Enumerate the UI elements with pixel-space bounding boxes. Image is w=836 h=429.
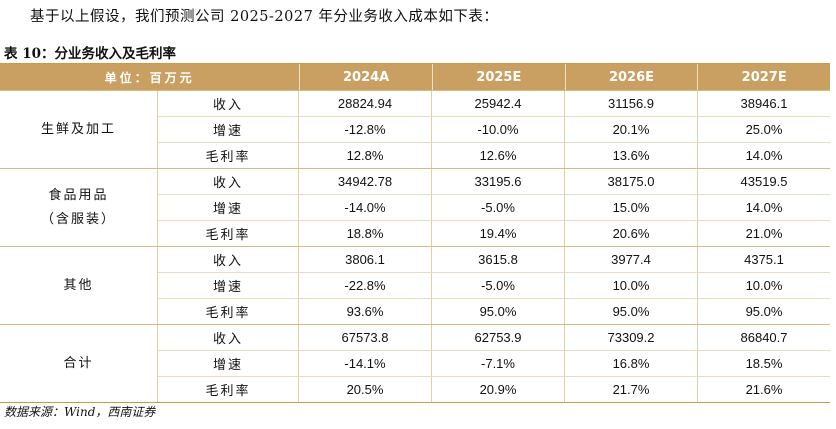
segment-name-line: （含服装） <box>40 211 116 227</box>
table-cell: 12.8% <box>299 143 432 168</box>
table-cell: -14.1% <box>299 351 432 376</box>
segment-name: 合计 <box>0 325 158 402</box>
metric-label: 增速 <box>158 195 299 220</box>
metric-label: 收入 <box>158 169 299 194</box>
table-cell: -12.8% <box>299 117 432 142</box>
table-cell: 18.5% <box>745 356 783 371</box>
unit-header: 单位：百万元 <box>0 64 301 90</box>
segment-name-line: 生鲜及加工 <box>40 121 116 137</box>
table-cell: 20.1% <box>565 117 698 142</box>
table-cell: 62753.9 <box>432 325 565 350</box>
table-cell: 43519.5 <box>740 174 788 189</box>
year-header: 2027E <box>741 69 787 85</box>
table-cell: 95.0% <box>745 304 783 319</box>
intro-text: 基于以上假设，我们预测公司 2025-2027 年分业务收入成本如下表： <box>30 9 499 25</box>
table-cell: 14.0% <box>745 200 783 215</box>
table-row: 增速 -12.8% -10.0% 20.1% 25.0% <box>158 116 830 142</box>
table-cell: 3977.4 <box>565 247 698 272</box>
table-cell: 10.0% <box>565 273 698 298</box>
year-header: 2025E <box>433 64 566 90</box>
table-cell: 21.7% <box>565 377 698 402</box>
segment-group: 其他 收入 3806.1 3615.8 3977.4 4375.1 增速 -22… <box>0 246 830 324</box>
table-row: 增速 -14.1% -7.1% 16.8% 18.5% <box>158 350 830 376</box>
metric-label: 增速 <box>158 273 299 298</box>
data-source-note: 数据来源：Wind，西南证券 <box>4 405 156 419</box>
metric-label: 毛利率 <box>158 299 299 324</box>
table-cell: 20.5% <box>299 377 432 402</box>
table-cell: 3806.1 <box>299 247 432 272</box>
table-cell: 28824.94 <box>299 91 432 116</box>
table-cell: -22.8% <box>299 273 432 298</box>
table-cell: -14.0% <box>299 195 432 220</box>
table-caption: 表 10：分业务收入及毛利率 <box>4 46 176 62</box>
table-cell: 4375.1 <box>744 252 784 267</box>
table-row: 毛利率 12.8% 12.6% 13.6% 14.0% <box>158 142 830 168</box>
table-row: 毛利率 20.5% 20.9% 21.7% 21.6% <box>158 376 830 402</box>
table-header: 单位：百万元 2024A 2025E 2026E 2027E <box>0 64 830 90</box>
metric-label: 收入 <box>158 325 299 350</box>
year-header: 2024A <box>300 64 433 90</box>
metric-label: 毛利率 <box>158 143 299 168</box>
table-cell: 31156.9 <box>565 91 698 116</box>
table-cell: 95.0% <box>565 299 698 324</box>
metric-label: 毛利率 <box>158 377 299 402</box>
segment-name-line: 其他 <box>63 277 94 293</box>
table-row: 增速 -22.8% -5.0% 10.0% 10.0% <box>158 272 830 298</box>
segment-name-line: 合计 <box>63 355 94 371</box>
metric-label: 增速 <box>158 117 299 142</box>
table-cell: 20.9% <box>432 377 565 402</box>
table-row: 收入 3806.1 3615.8 3977.4 4375.1 <box>158 247 830 272</box>
year-header: 2026E <box>566 64 699 90</box>
table-cell: -10.0% <box>432 117 565 142</box>
table-row: 毛利率 18.8% 19.4% 20.6% 21.0% <box>158 220 830 246</box>
table-cell: 86840.7 <box>740 330 788 345</box>
table-cell: 14.0% <box>745 148 783 163</box>
metric-label: 增速 <box>158 351 299 376</box>
table-row: 增速 -14.0% -5.0% 15.0% 14.0% <box>158 194 830 220</box>
table-cell: 19.4% <box>432 221 565 246</box>
table-cell: 93.6% <box>299 299 432 324</box>
table-cell: 25942.4 <box>432 91 565 116</box>
segment-name: 生鲜及加工 <box>0 91 158 168</box>
metric-label: 收入 <box>158 91 299 116</box>
table-cell: 3615.8 <box>432 247 565 272</box>
table-cell: 34942.78 <box>299 169 432 194</box>
table-cell: 73309.2 <box>565 325 698 350</box>
table-cell: 18.8% <box>299 221 432 246</box>
table-cell: 20.6% <box>565 221 698 246</box>
table-cell: 33195.6 <box>432 169 565 194</box>
segment-name-line: 食品用品 <box>48 187 109 203</box>
table-cell: -5.0% <box>432 195 565 220</box>
table-row: 收入 67573.8 62753.9 73309.2 86840.7 <box>158 325 830 350</box>
segment-name: 食品用品 （含服装） <box>0 169 158 246</box>
table-row: 收入 34942.78 33195.6 38175.0 43519.5 <box>158 169 830 194</box>
table-cell: 12.6% <box>432 143 565 168</box>
table-cell: 38946.1 <box>740 96 788 111</box>
revenue-table: 单位：百万元 2024A 2025E 2026E 2027E 生鲜及加工 收入 … <box>0 63 830 403</box>
table-cell: 95.0% <box>432 299 565 324</box>
table-cell: 25.0% <box>745 122 783 137</box>
segment-group: 生鲜及加工 收入 28824.94 25942.4 31156.9 38946.… <box>0 90 830 168</box>
table-cell: -5.0% <box>432 273 565 298</box>
table-row: 毛利率 93.6% 95.0% 95.0% 95.0% <box>158 298 830 324</box>
table-cell: 16.8% <box>565 351 698 376</box>
segment-group: 食品用品 （含服装） 收入 34942.78 33195.6 38175.0 4… <box>0 168 830 246</box>
table-cell: 67573.8 <box>299 325 432 350</box>
table-cell: 21.0% <box>745 226 783 241</box>
table-cell: 21.6% <box>745 382 783 397</box>
table-cell: 10.0% <box>745 278 783 293</box>
table-cell: -7.1% <box>432 351 565 376</box>
segment-name: 其他 <box>0 247 158 324</box>
table-row: 收入 28824.94 25942.4 31156.9 38946.1 <box>158 91 830 116</box>
metric-label: 毛利率 <box>158 221 299 246</box>
table-cell: 13.6% <box>565 143 698 168</box>
segment-group: 合计 收入 67573.8 62753.9 73309.2 86840.7 增速… <box>0 324 830 402</box>
table-cell: 15.0% <box>565 195 698 220</box>
metric-label: 收入 <box>158 247 299 272</box>
table-cell: 38175.0 <box>565 169 698 194</box>
